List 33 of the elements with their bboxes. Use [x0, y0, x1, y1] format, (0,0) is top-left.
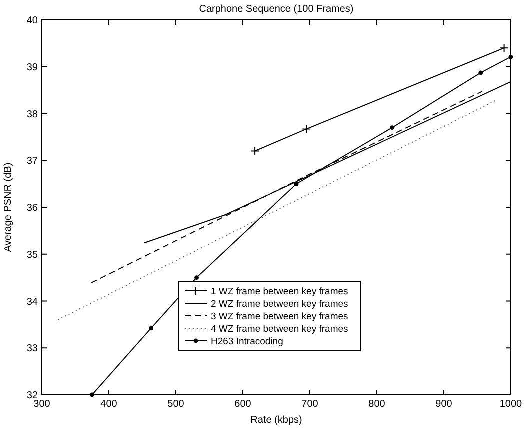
x-tick-label: 700	[302, 399, 319, 410]
point	[149, 326, 154, 331]
y-tick-label: 38	[26, 109, 38, 120]
point	[250, 146, 260, 156]
x-tick-label: 500	[168, 399, 185, 410]
x-tick-label: 900	[436, 399, 453, 410]
y-tick-label: 39	[26, 62, 38, 74]
y-tick-label: 35	[26, 250, 38, 261]
y-tick-label: 37	[26, 156, 38, 168]
point	[302, 124, 312, 134]
point	[390, 126, 395, 130]
legend-label: 1 WZ frame between key frames	[211, 286, 349, 298]
point	[478, 70, 484, 76]
x-tick-label: 600	[234, 399, 252, 410]
y-tick-label: 32	[26, 390, 38, 402]
y-tick-label: 33	[26, 344, 38, 355]
legend-label: 2 WZ frame between key frames	[211, 299, 349, 310]
legend-label: 4 WZ frame between key frames	[211, 324, 349, 335]
x-tick-label: 1000	[500, 399, 523, 410]
point	[294, 182, 299, 186]
x-tick-label: 300	[34, 399, 51, 410]
legend-label: H263 Intracoding	[211, 336, 284, 348]
y-axis-title: Average PSNR (dB)	[3, 162, 14, 252]
point	[194, 276, 199, 280]
y-tick-label: 34	[26, 296, 38, 308]
x-tick-label: 400	[100, 399, 118, 410]
y-tick-label: 40	[26, 16, 38, 26]
legend-label: 3 WZ frame between key frames	[211, 312, 349, 322]
point	[500, 44, 509, 53]
y-tick-label: 36	[26, 203, 38, 214]
x-axis-title: Rate (kbps)	[250, 415, 302, 426]
chart-title: Carphone Sequence (100 Frames)	[199, 4, 354, 15]
x-tick-label: 800	[368, 399, 386, 410]
